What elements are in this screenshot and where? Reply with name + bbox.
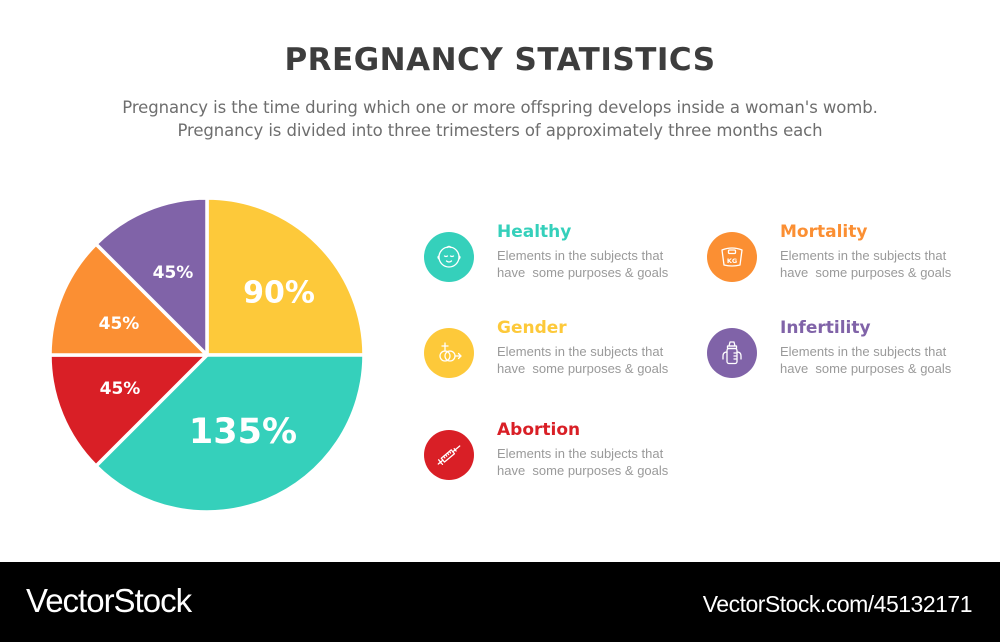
page-subtitle: Pregnancy is the time during which one o… [0,96,1000,142]
pie-chart: 90% 135% 45% 45% 45% [48,196,366,514]
syringe-icon [437,445,461,466]
pie-slice-gender [205,196,366,357]
pie-slice-infertility [94,196,209,357]
svg-text:KG: KG [727,257,737,265]
legend-icon-circle: KG [707,232,757,282]
legend-desc: Elements in the subjects that have some … [497,247,697,281]
legend-desc-line: have some purposes & goals [497,463,669,478]
legend-title: Healthy [497,222,572,242]
footer-url: VectorStock.com/45132171 [702,591,973,617]
baby-face-icon [437,245,461,268]
legend-desc-line: Elements in the subjects that [497,248,664,263]
subtitle-line-2: Pregnancy is divided into three trimeste… [177,121,823,140]
legend-item-gender: Gender Elements in the subjects that hav… [424,318,697,398]
legend-item-infertility: Infertility Elements in the subjects tha… [707,318,980,398]
legend-item-mortality: KG Mortality Elements in the subjects th… [707,222,980,302]
legend-desc-line: have some purposes & goals [780,265,952,280]
pie-slice-mortality [48,242,209,357]
legend-desc-line: have some purposes & goals [780,361,952,376]
legend-desc: Elements in the subjects that have some … [780,343,980,377]
legend-title: Mortality [780,222,868,242]
weight-scale-icon: KG [721,247,743,267]
legend-desc: Elements in the subjects that have some … [497,445,697,479]
legend-title: Gender [497,318,567,338]
legend-desc-line: have some purposes & goals [497,361,669,376]
slice-label-gender: 90% [243,276,315,311]
legend-desc-line: Elements in the subjects that [497,344,664,359]
subtitle-line-1: Pregnancy is the time during which one o… [122,98,878,117]
legend-icon-circle [424,232,474,282]
pie-slice-healthy [94,353,366,514]
pie-slice-abortion [48,353,209,468]
legend-desc-line: have some purposes & goals [497,265,669,280]
legend-title: Infertility [780,318,871,338]
slice-label-healthy: 135% [189,412,297,452]
legend-desc: Elements in the subjects that have some … [497,343,697,377]
baby-bottle-icon [722,341,742,365]
legend-desc-line: Elements in the subjects that [497,446,664,461]
legend-desc: Elements in the subjects that have some … [780,247,980,281]
slice-label-abortion: 45% [100,379,141,399]
legend-item-healthy: Healthy Elements in the subjects that ha… [424,222,697,302]
slice-label-infertility: 45% [153,263,194,283]
legend-desc-line: Elements in the subjects that [780,248,947,263]
legend-item-abortion: Abortion Elements in the subjects that h… [424,420,697,500]
gender-rings-icon [439,342,462,362]
slice-label-mortality: 45% [99,314,140,334]
legend-icon-circle [707,328,757,378]
legend-title: Abortion [497,420,581,440]
legend-icon-circle [424,328,474,378]
footer-brand-logo: VectorStock [26,582,192,619]
page-title: PREGNANCY STATISTICS [284,42,716,78]
legend-desc-line: Elements in the subjects that [780,344,947,359]
footer-bar: VectorStock VectorStock.com/45132171 [0,562,1000,642]
legend-icon-circle [424,430,474,480]
